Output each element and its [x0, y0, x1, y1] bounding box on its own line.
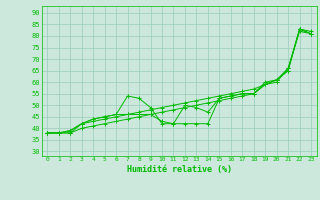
X-axis label: Humidité relative (%): Humidité relative (%): [127, 165, 232, 174]
